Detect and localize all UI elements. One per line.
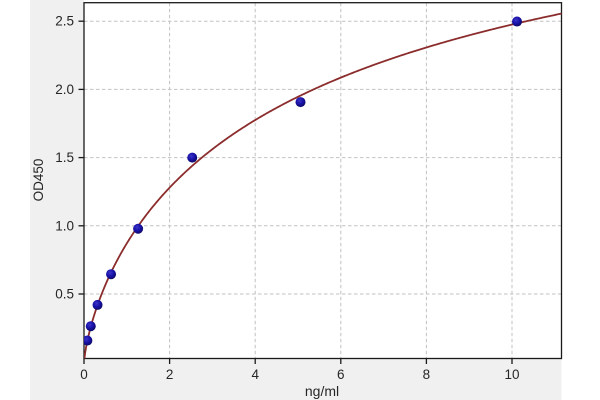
svg-text:ng/ml: ng/ml	[305, 383, 339, 399]
svg-text:1.5: 1.5	[55, 150, 74, 165]
svg-text:0: 0	[80, 367, 88, 382]
svg-text:8: 8	[423, 367, 431, 382]
svg-text:4: 4	[251, 367, 259, 382]
svg-text:0.5: 0.5	[55, 287, 74, 302]
svg-text:6: 6	[337, 367, 345, 382]
svg-text:2: 2	[166, 367, 174, 382]
svg-text:2.0: 2.0	[55, 82, 74, 97]
svg-text:OD450: OD450	[31, 159, 46, 202]
svg-text:1.0: 1.0	[55, 218, 74, 233]
svg-text:2.5: 2.5	[55, 14, 74, 29]
svg-text:10: 10	[504, 367, 519, 382]
